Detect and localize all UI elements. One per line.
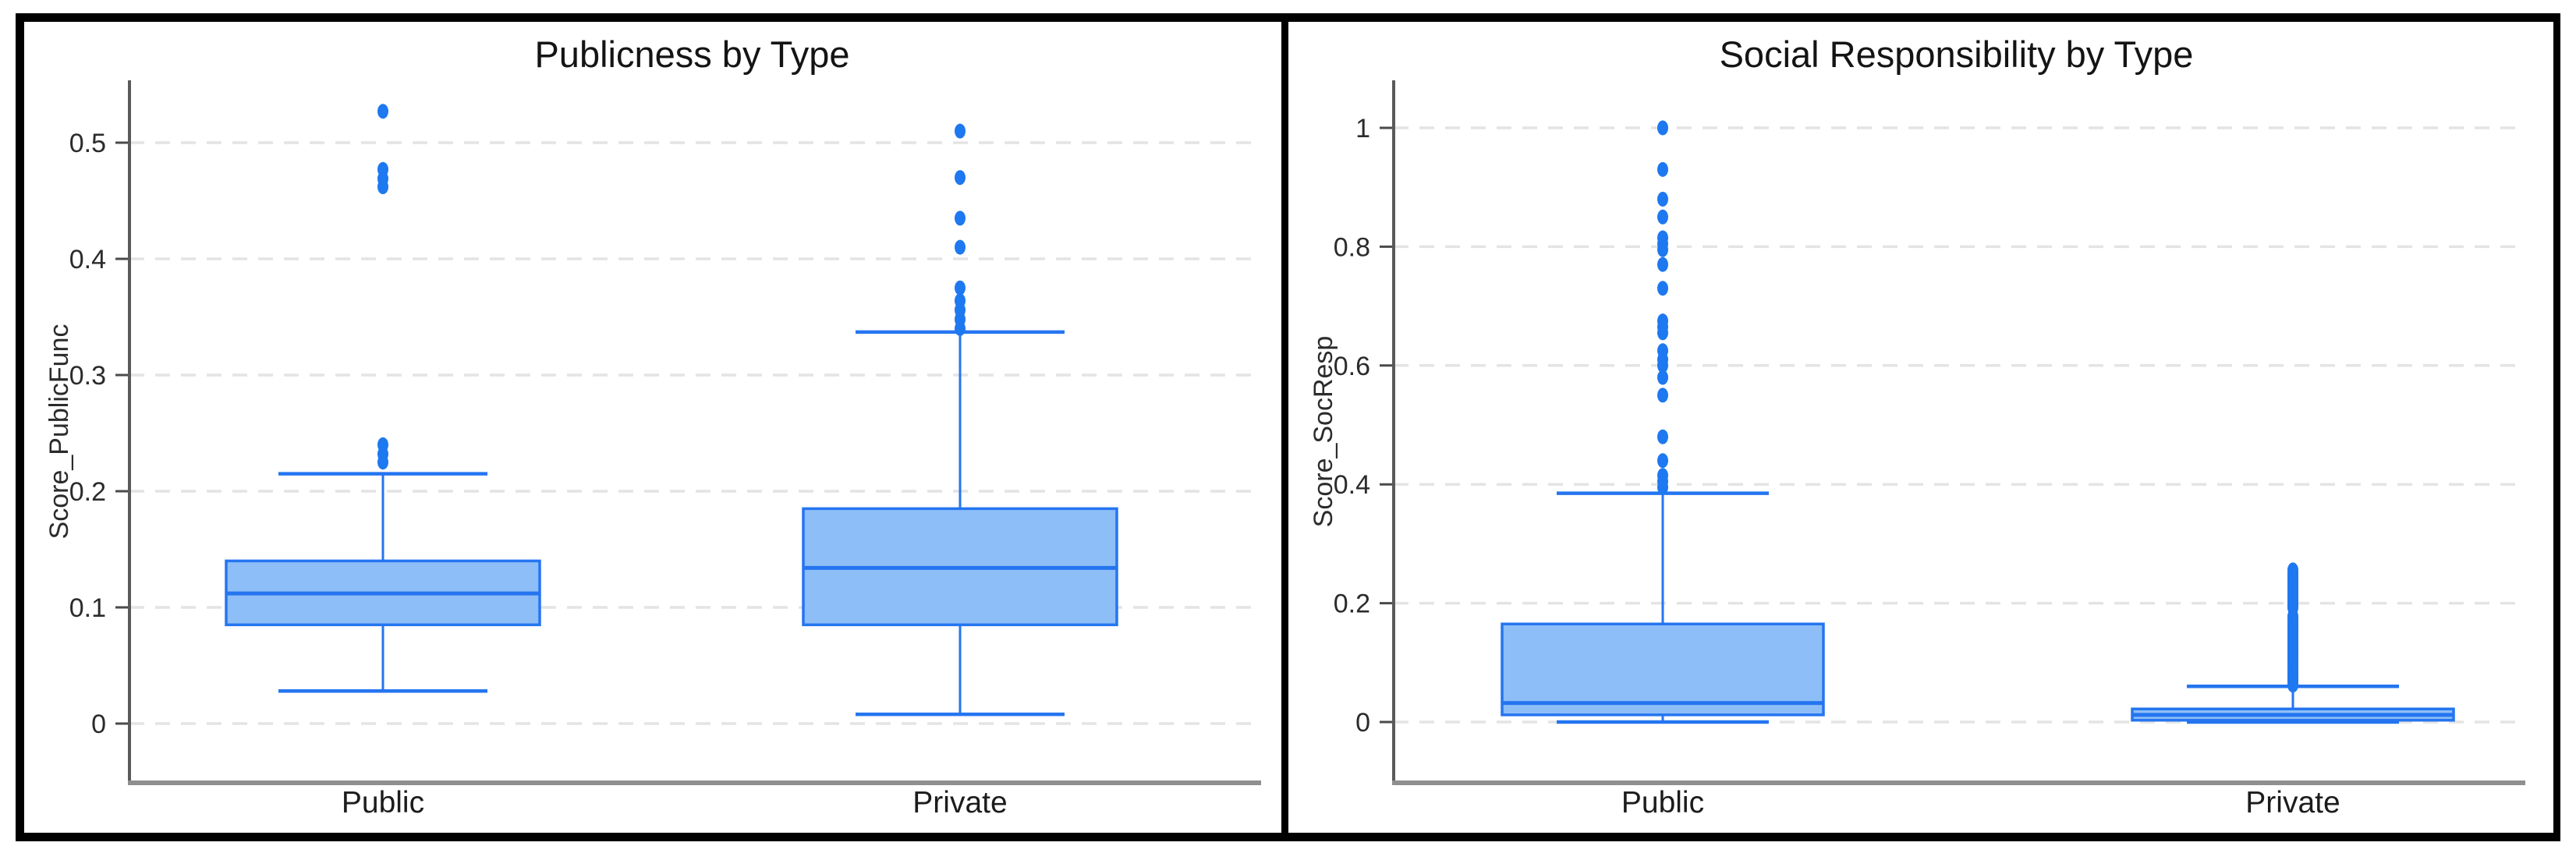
y-tick-label: 0.2 xyxy=(1334,589,1370,619)
boxplot-publicness: 0.5 0.4 0.3 0.2 0.1 0 Public Private Publicness … xyxy=(44,34,1261,819)
outlier-point xyxy=(955,123,966,139)
y-axis-title: Score_PublicFunc xyxy=(44,324,74,540)
outlier-point xyxy=(1657,191,1668,207)
box-group-private xyxy=(2131,562,2455,724)
outlier-point xyxy=(955,211,966,226)
category-label-public: Public xyxy=(1621,786,1704,819)
outlier-point xyxy=(1657,468,1668,483)
y-tick-label: 0.1 xyxy=(69,593,106,623)
outlier-point xyxy=(1657,257,1668,272)
outlier-point xyxy=(1657,429,1668,444)
y-tick-label: 0.8 xyxy=(1334,232,1370,262)
outlier-point xyxy=(1657,209,1668,225)
box-group-private xyxy=(802,123,1118,717)
box-group-public xyxy=(225,104,541,693)
outlier-point xyxy=(955,293,966,309)
outlier-point xyxy=(1657,120,1668,136)
box-group-public xyxy=(1501,120,1825,724)
outlier-point xyxy=(1657,453,1668,469)
y-tick-label: 0.2 xyxy=(69,477,106,507)
outlier-point xyxy=(377,437,388,452)
y-tick-label: 1 xyxy=(1355,114,1370,143)
y-tick-label: 0.4 xyxy=(69,245,106,274)
iqr-box xyxy=(1501,622,1825,717)
category-label-private: Private xyxy=(912,786,1007,819)
panel-publicness-chart: 0.5 0.4 0.3 0.2 0.1 0 Public Private Publicness … xyxy=(24,22,1288,833)
chart-title: Social Responsibility by Type xyxy=(1720,34,2194,75)
outlier-point xyxy=(1657,281,1668,296)
outlier-point xyxy=(1657,343,1668,359)
y-tick-label: 0.6 xyxy=(1334,352,1370,381)
outlier-point xyxy=(955,170,966,186)
outlier-point xyxy=(1657,388,1668,403)
y-tick-label: 0.3 xyxy=(69,361,106,391)
y-tick-label: 0.4 xyxy=(1334,470,1370,500)
outlier-point xyxy=(377,104,388,119)
outlier-point xyxy=(2287,562,2298,578)
outlier-point xyxy=(1657,230,1668,246)
boxplot-social-responsibility: 1 0.8 0.6 0.4 0.2 0 Public Private Social Respon… xyxy=(1309,34,2525,819)
panel-social-responsibility-chart: 1 0.8 0.6 0.4 0.2 0 Public Private Social Respon… xyxy=(1288,22,2553,833)
y-tick-label: 0.5 xyxy=(69,129,106,158)
y-axis-title: Score_SocResp xyxy=(1309,336,1338,528)
outlier-point xyxy=(1657,370,1668,385)
outlier-point xyxy=(1657,161,1668,177)
y-tick-label: 0 xyxy=(91,710,106,739)
outlier-point xyxy=(377,161,388,177)
outlier-point xyxy=(955,280,966,296)
category-label-public: Public xyxy=(342,786,424,819)
chart-title: Publicness by Type xyxy=(534,34,849,75)
outlier-point xyxy=(1657,313,1668,329)
figure-frame: 0.5 0.4 0.3 0.2 0.1 0 Public Private Publicness … xyxy=(16,13,2560,841)
category-label-private: Private xyxy=(2245,786,2340,819)
outlier-point xyxy=(955,239,966,255)
y-tick-label: 0 xyxy=(1355,708,1370,738)
